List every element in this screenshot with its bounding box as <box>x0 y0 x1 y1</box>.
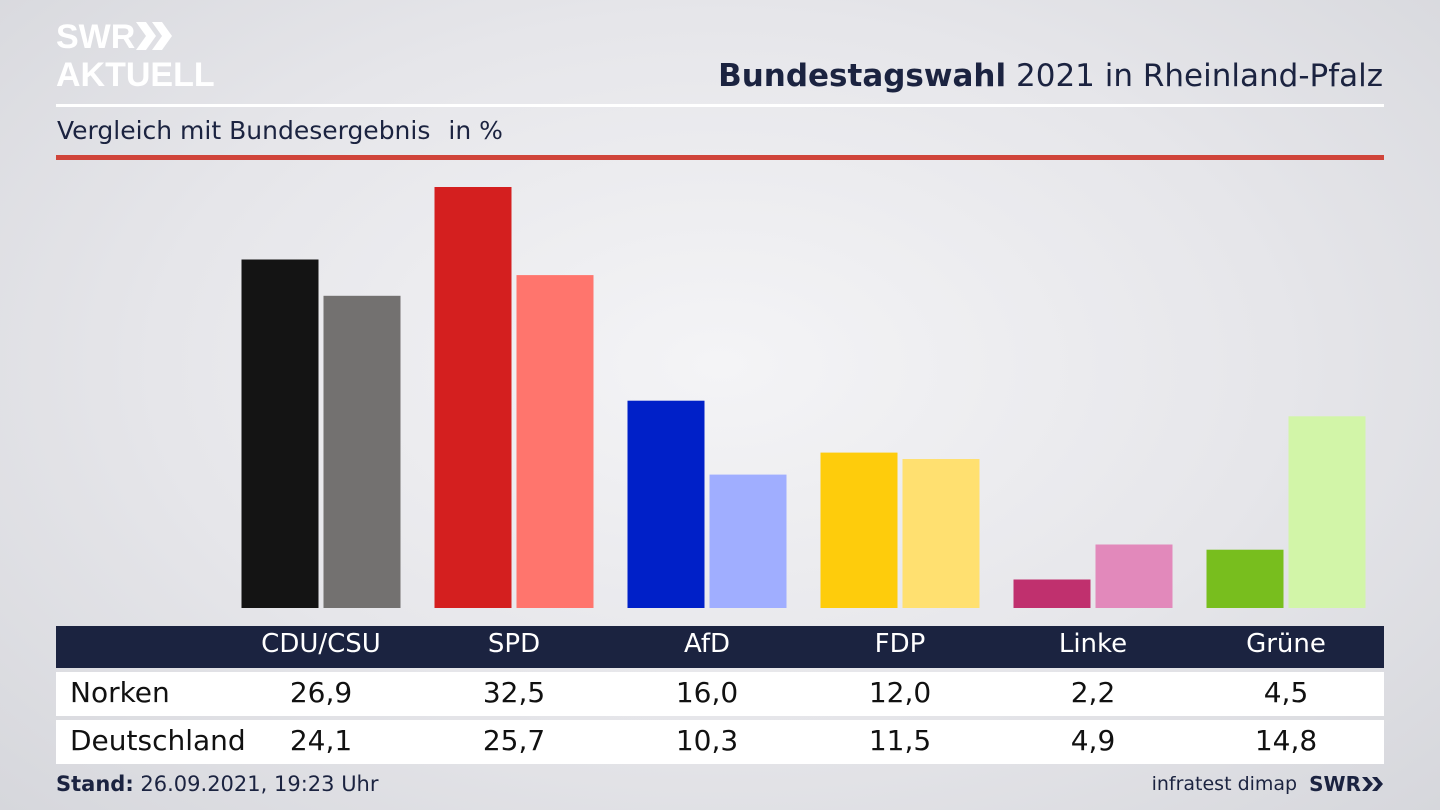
results-table: CDU/CSU SPD AfD FDP Linke Grüne Norken 26,9 32… <box>56 626 1384 764</box>
header-divider <box>56 104 1384 107</box>
page-title: Bundestagswahl 2021 in Rheinland-Pfalz <box>718 58 1383 94</box>
table-row-deutschland: Deutschland 24,1 25,7 10,3 11,5 4,9 14,8 <box>56 720 1384 764</box>
value-afd-deutschland: 10,3 <box>675 724 739 757</box>
chart-subtitle: Vergleich mit Bundesergebnis in % <box>57 116 503 145</box>
bar-spd-norken <box>434 187 512 608</box>
timestamp: Stand: 26.09.2021, 19:23 Uhr <box>56 772 379 796</box>
value-gr-ne-norken: 4,5 <box>1263 676 1309 709</box>
bar-spd-deutschland <box>516 275 594 608</box>
value-spd-norken: 32,5 <box>482 676 546 709</box>
subtitle-text: Vergleich mit Bundesergebnis <box>57 116 431 145</box>
row-label-norken: Norken <box>70 676 170 709</box>
value-fdp-norken: 12,0 <box>868 676 932 709</box>
bar-fdp-deutschland <box>902 459 980 608</box>
bar-gr-ne-deutschland <box>1288 416 1366 608</box>
footer-swr-text: SWR <box>1309 772 1361 796</box>
value-linke-norken: 2,2 <box>1070 676 1116 709</box>
source-text: infratest dimap <box>1151 773 1298 795</box>
table-row-norken: Norken 26,9 32,5 16,0 12,0 2,2 4,5 <box>56 672 1384 716</box>
category-label-linke: Linke <box>1058 629 1128 659</box>
bar-afd-deutschland <box>709 474 787 608</box>
bar-chart <box>241 187 1366 608</box>
category-label-afd: AfD <box>683 629 731 659</box>
value-cdu-csu-deutschland: 24,1 <box>289 724 353 757</box>
category-label-gr-ne: Grüne <box>1246 629 1326 659</box>
value-fdp-deutschland: 11,5 <box>868 724 932 757</box>
stand-label: Stand: <box>56 772 134 796</box>
category-label-spd: SPD <box>487 629 541 659</box>
category-label-fdp: FDP <box>874 629 926 659</box>
bar-gr-ne-norken <box>1206 549 1284 608</box>
value-afd-norken: 16,0 <box>675 676 739 709</box>
logo-aktuell-text: AKTUELL <box>56 56 215 90</box>
unit-label: in % <box>448 116 503 145</box>
swr-aktuell-logo: SWR AKTUELL <box>56 18 215 90</box>
bar-cdu-csu-norken <box>241 259 319 608</box>
stand-value: 26.09.2021, 19:23 Uhr <box>140 772 379 796</box>
value-gr-ne-deutschland: 14,8 <box>1254 724 1318 757</box>
value-linke-deutschland: 4,9 <box>1070 724 1116 757</box>
bar-afd-norken <box>627 400 705 608</box>
table-header-row: CDU/CSU SPD AfD FDP Linke Grüne <box>56 626 1384 668</box>
value-spd-deutschland: 25,7 <box>482 724 546 757</box>
title-bold: Bundestagswahl <box>718 58 1007 94</box>
row-label-deutschland: Deutschland <box>70 724 246 757</box>
logo-swr-text: SWR <box>56 18 135 56</box>
source-credit: infratest dimap SWR <box>1152 772 1384 796</box>
bar-cdu-csu-deutschland <box>323 295 401 608</box>
bar-fdp-norken <box>820 452 898 608</box>
footer-swr-logo: SWR <box>1309 772 1384 796</box>
footer-chevrons-icon <box>1362 777 1383 791</box>
value-cdu-csu-norken: 26,9 <box>289 676 353 709</box>
title-rest: 2021 in Rheinland-Pfalz <box>1016 58 1383 94</box>
category-label-cdu-csu: CDU/CSU <box>261 629 381 659</box>
bar-linke-deutschland <box>1095 544 1173 608</box>
accent-divider <box>56 155 1384 160</box>
logo-chevrons-icon <box>136 22 172 50</box>
bar-linke-norken <box>1013 579 1091 608</box>
